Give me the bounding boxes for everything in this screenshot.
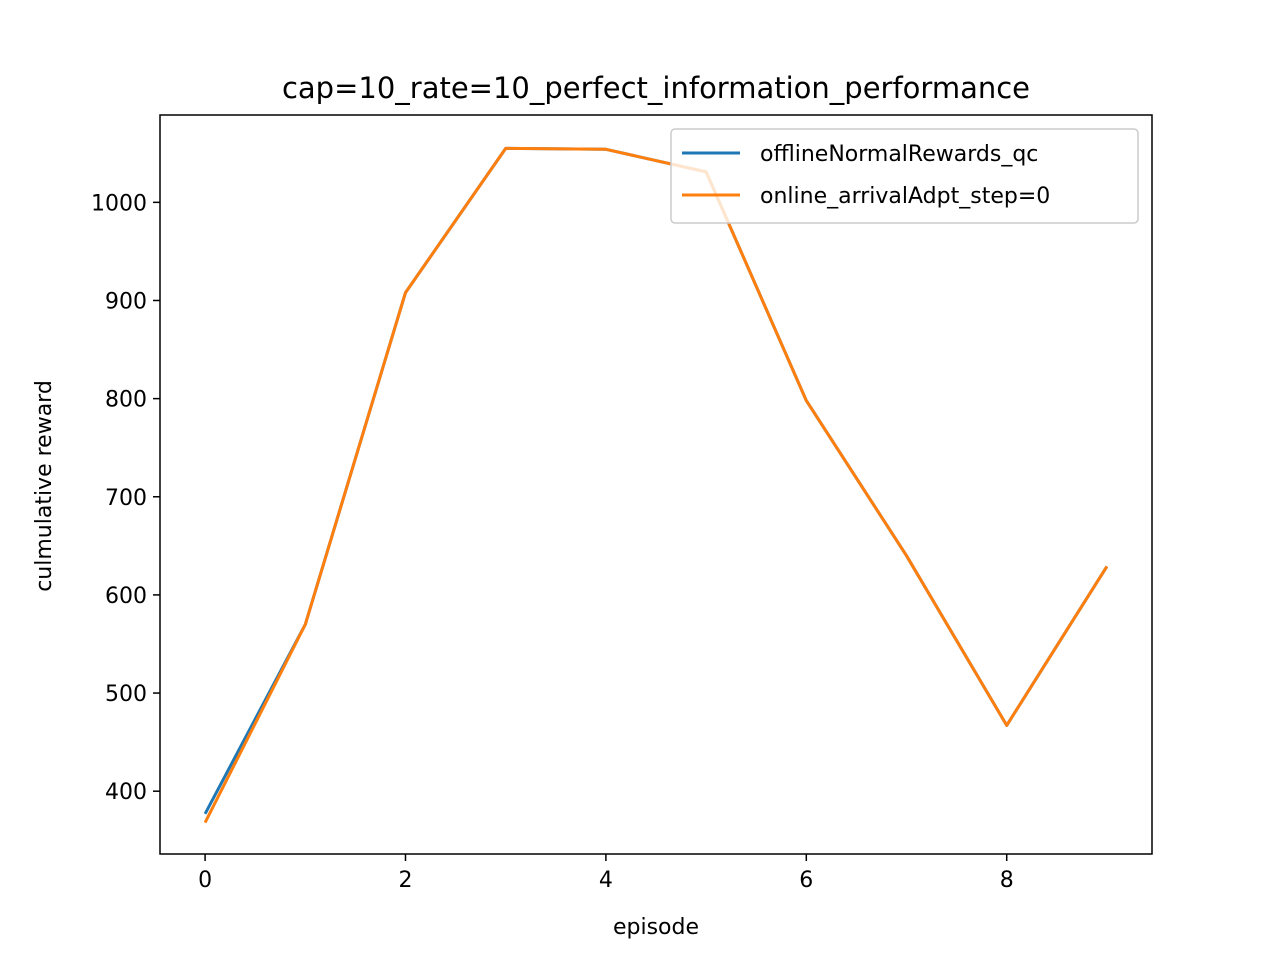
y-tick-label: 1000 xyxy=(91,191,147,216)
plot-frame xyxy=(159,114,1153,855)
y-axis: 400 500 600 700 800 900 1000 xyxy=(91,191,160,805)
legend-label: offlineNormalRewards_qc xyxy=(760,142,1038,167)
y-tick-label: 400 xyxy=(105,780,147,805)
x-tick-label: 8 xyxy=(1000,868,1014,893)
x-tick-label: 0 xyxy=(198,868,212,893)
y-tick-label: 500 xyxy=(105,682,147,707)
series-line-2 xyxy=(203,146,1109,824)
x-axis: 0 2 4 6 8 xyxy=(198,854,1014,893)
y-tick-label: 700 xyxy=(105,486,147,511)
legend-box xyxy=(670,128,1139,224)
y-tick-label: 600 xyxy=(105,584,147,609)
x-axis-label: episode xyxy=(613,915,699,940)
y-axis-label: culmulative reward xyxy=(32,380,57,592)
legend-label: online_arrivalAdpt_step=0 xyxy=(760,184,1050,209)
legend: offlineNormalRewards_qc online_arrivalAdp… xyxy=(670,128,1139,224)
plot-area xyxy=(159,114,1153,855)
x-tick-label: 6 xyxy=(799,868,813,893)
x-tick-label: 4 xyxy=(599,868,613,893)
series-lines xyxy=(203,146,1109,824)
x-tick-label: 2 xyxy=(398,868,412,893)
y-tick-label: 800 xyxy=(105,388,147,413)
chart-title: cap=10_rate=10_perfect_information_perfo… xyxy=(282,71,1030,105)
y-tick-label: 900 xyxy=(105,289,147,314)
